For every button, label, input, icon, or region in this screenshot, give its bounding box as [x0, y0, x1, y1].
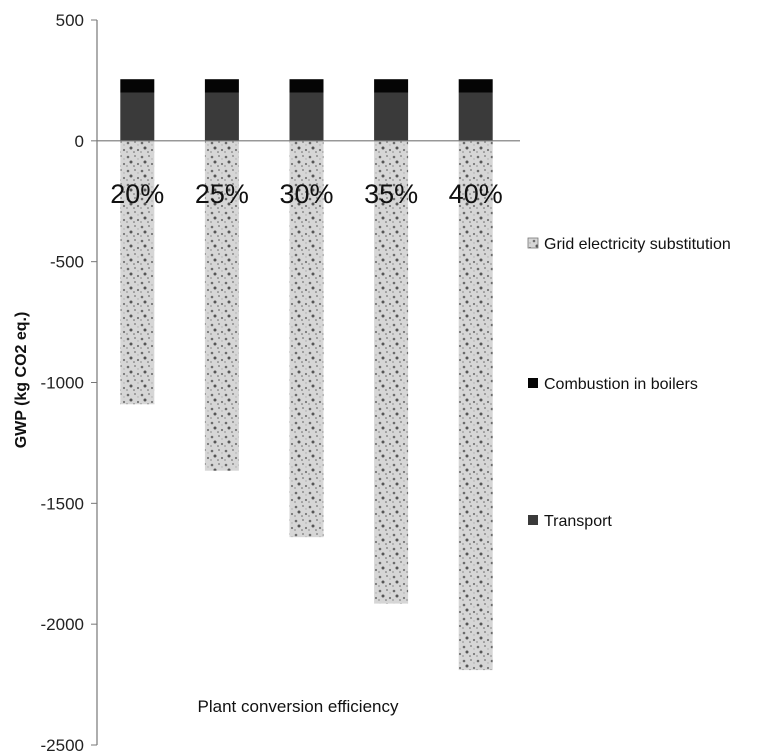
bar-combustion-in-boilers-30: [289, 79, 324, 93]
category-label: 20%: [110, 179, 164, 209]
category-label: 35%: [364, 179, 418, 209]
category-label: 30%: [279, 179, 333, 209]
legend-swatch-grid-electricity-substitution: [527, 237, 539, 249]
x-axis-label: Plant conversion efficiency: [198, 697, 399, 716]
legend-swatch-transport: [528, 515, 538, 525]
bar-transport-40: [458, 92, 493, 141]
y-axis-label: GWP (kg CO2 eq.): [13, 312, 30, 449]
category-label: 25%: [195, 179, 249, 209]
bar-grid-electricity-substitution-25: [204, 140, 239, 471]
y-tick-label: -1500: [41, 494, 84, 513]
legend-label-grid-electricity-substitution: Grid electricity substitution: [544, 236, 731, 253]
bar-combustion-in-boilers-20: [120, 79, 155, 93]
y-tick-label: -2000: [41, 615, 84, 634]
y-tick-label: 500: [56, 11, 84, 30]
legend-label-transport: Transport: [544, 513, 612, 530]
y-tick-label: 0: [75, 132, 84, 151]
bar-grid-electricity-substitution-40: [458, 140, 493, 671]
bar-transport-25: [204, 92, 239, 141]
bar-grid-electricity-substitution-20: [120, 140, 155, 405]
bar-transport-35: [374, 92, 409, 141]
y-tick-label: -1000: [41, 374, 84, 393]
y-tick-label: -500: [50, 253, 84, 272]
bar-combustion-in-boilers-35: [374, 79, 409, 93]
bar-transport-20: [120, 92, 155, 141]
bar-combustion-in-boilers-25: [204, 79, 239, 93]
category-label: 40%: [449, 179, 503, 209]
bar-transport-30: [289, 92, 324, 141]
legend-label-combustion-in-boilers: Combustion in boilers: [544, 376, 698, 393]
bar-combustion-in-boilers-40: [458, 79, 493, 93]
bar-grid-electricity-substitution-35: [374, 140, 409, 604]
legend-swatch-combustion-in-boilers: [528, 378, 538, 388]
bar-grid-electricity-substitution-30: [289, 140, 324, 538]
y-tick-label: -2500: [41, 736, 84, 755]
